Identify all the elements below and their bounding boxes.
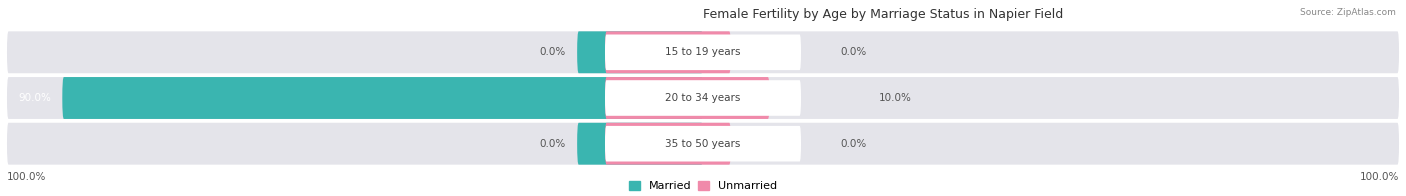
FancyBboxPatch shape bbox=[605, 80, 801, 116]
Text: 100.0%: 100.0% bbox=[7, 172, 46, 182]
Text: 20 to 34 years: 20 to 34 years bbox=[665, 93, 741, 103]
FancyBboxPatch shape bbox=[576, 31, 703, 73]
FancyBboxPatch shape bbox=[605, 126, 801, 162]
FancyBboxPatch shape bbox=[7, 123, 1399, 165]
Text: 10.0%: 10.0% bbox=[879, 93, 911, 103]
Text: Source: ZipAtlas.com: Source: ZipAtlas.com bbox=[1301, 8, 1396, 17]
FancyBboxPatch shape bbox=[605, 123, 731, 165]
Text: 35 to 50 years: 35 to 50 years bbox=[665, 139, 741, 149]
Text: 0.0%: 0.0% bbox=[540, 47, 567, 57]
Text: Female Fertility by Age by Marriage Status in Napier Field: Female Fertility by Age by Marriage Stat… bbox=[703, 8, 1063, 22]
FancyBboxPatch shape bbox=[7, 77, 1399, 119]
FancyBboxPatch shape bbox=[576, 123, 703, 165]
Text: 100.0%: 100.0% bbox=[1360, 172, 1399, 182]
FancyBboxPatch shape bbox=[62, 77, 703, 119]
Text: 0.0%: 0.0% bbox=[839, 139, 866, 149]
Legend: Married, Unmarried: Married, Unmarried bbox=[628, 181, 778, 191]
FancyBboxPatch shape bbox=[605, 77, 769, 119]
Text: 15 to 19 years: 15 to 19 years bbox=[665, 47, 741, 57]
FancyBboxPatch shape bbox=[7, 31, 1399, 73]
FancyBboxPatch shape bbox=[605, 34, 801, 70]
FancyBboxPatch shape bbox=[605, 31, 731, 73]
Text: 0.0%: 0.0% bbox=[839, 47, 866, 57]
Text: 0.0%: 0.0% bbox=[540, 139, 567, 149]
Text: 90.0%: 90.0% bbox=[18, 93, 51, 103]
